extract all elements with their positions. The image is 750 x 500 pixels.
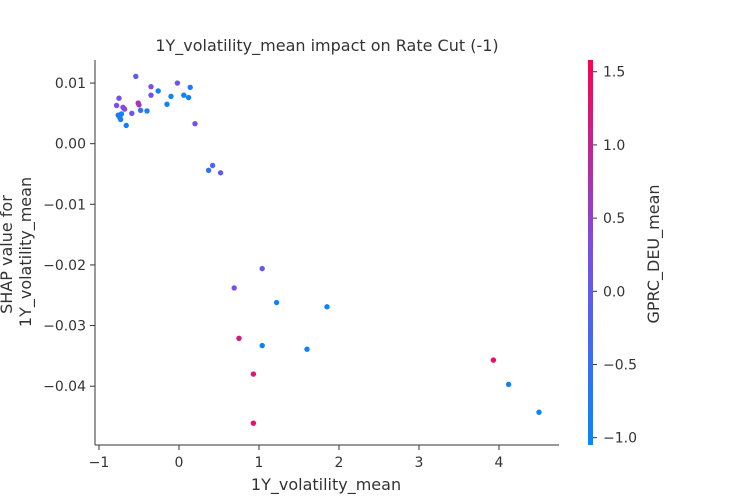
scatter-point [168,93,174,100]
scatter-point [192,120,198,127]
scatter-point [148,92,154,98]
x-tick-label: 2 [335,455,344,471]
scatter-point [117,116,124,123]
x-tick-label: 1 [255,455,264,471]
scatter-point [133,73,139,80]
x-ticks: −1 0 1 2 3 4 [89,445,504,471]
scatter-point [181,92,187,98]
scatter-point [217,170,224,176]
y-tick-label: −0.03 [43,319,86,335]
x-axis-label: 1Y_volatility_mean [251,475,401,495]
colorbar [588,60,593,445]
scatter-point [273,299,280,306]
scatter-point [137,107,144,114]
y-axis-label-line-1: SHAP value for [0,195,16,314]
colorbar-tick-label: 1.5 [603,65,625,81]
scatter-point [185,94,192,101]
scatter-point [129,110,135,117]
y-tick-label: 0.00 [55,137,86,153]
colorbar-tick-label: −1.0 [603,431,637,447]
points-layer [113,73,542,426]
scatter-point [148,83,154,90]
colorbar-tick-label: 0.0 [603,284,625,300]
scatter-point [259,265,265,272]
scatter-point [118,111,125,117]
scatter-point [250,371,257,377]
y-ticks: 0.01 0.00 −0.01 −0.02 −0.03 −0.04 [43,76,95,395]
scatter-point [324,304,330,310]
scatter-point [164,101,170,107]
scatter-point [121,106,128,112]
scatter-point [174,80,181,86]
colorbar-tick-label: 1.0 [603,138,625,154]
scatter-point [304,346,310,352]
y-tick-label: −0.04 [43,379,86,395]
colorbar-label: GPRC_DEU_mean [644,184,664,323]
scatter-point [231,285,237,291]
scatter-point [209,162,216,169]
y-axis-label: SHAP value for 1Y_volatility_mean [0,177,36,327]
y-tick-label: −0.01 [43,197,86,213]
colorbar-tick-label: 0.5 [603,211,625,227]
y-tick-label: 0.01 [55,76,86,92]
scatter-point [136,102,142,108]
scatter-point [205,167,212,174]
colorbar-ticks: 1.5 1.0 0.5 0.0 −0.5 −1.0 [593,65,637,447]
scatter-point [113,102,120,109]
x-tick-label: 3 [415,455,424,471]
y-axis-label-line-2: 1Y_volatility_mean [16,177,36,327]
scatter-point [187,84,193,90]
y-tick-label: −0.02 [43,258,86,274]
scatter-point [536,409,542,415]
x-tick-label: −1 [89,455,110,471]
scatter-point [236,335,242,341]
scatter-point [116,95,122,101]
chart-title: 1Y_volatility_mean impact on Rate Cut (-… [155,36,498,56]
x-tick-label: 0 [175,455,184,471]
scatter-point [505,381,512,388]
scatter-point [155,88,161,94]
scatter-point [259,342,265,349]
colorbar-tick-label: −0.5 [603,357,637,373]
scatter-point [490,357,497,363]
scatter-point [250,420,257,426]
scatter-point [144,108,150,114]
x-tick-label: 4 [495,455,504,471]
scatter-point [123,122,129,129]
